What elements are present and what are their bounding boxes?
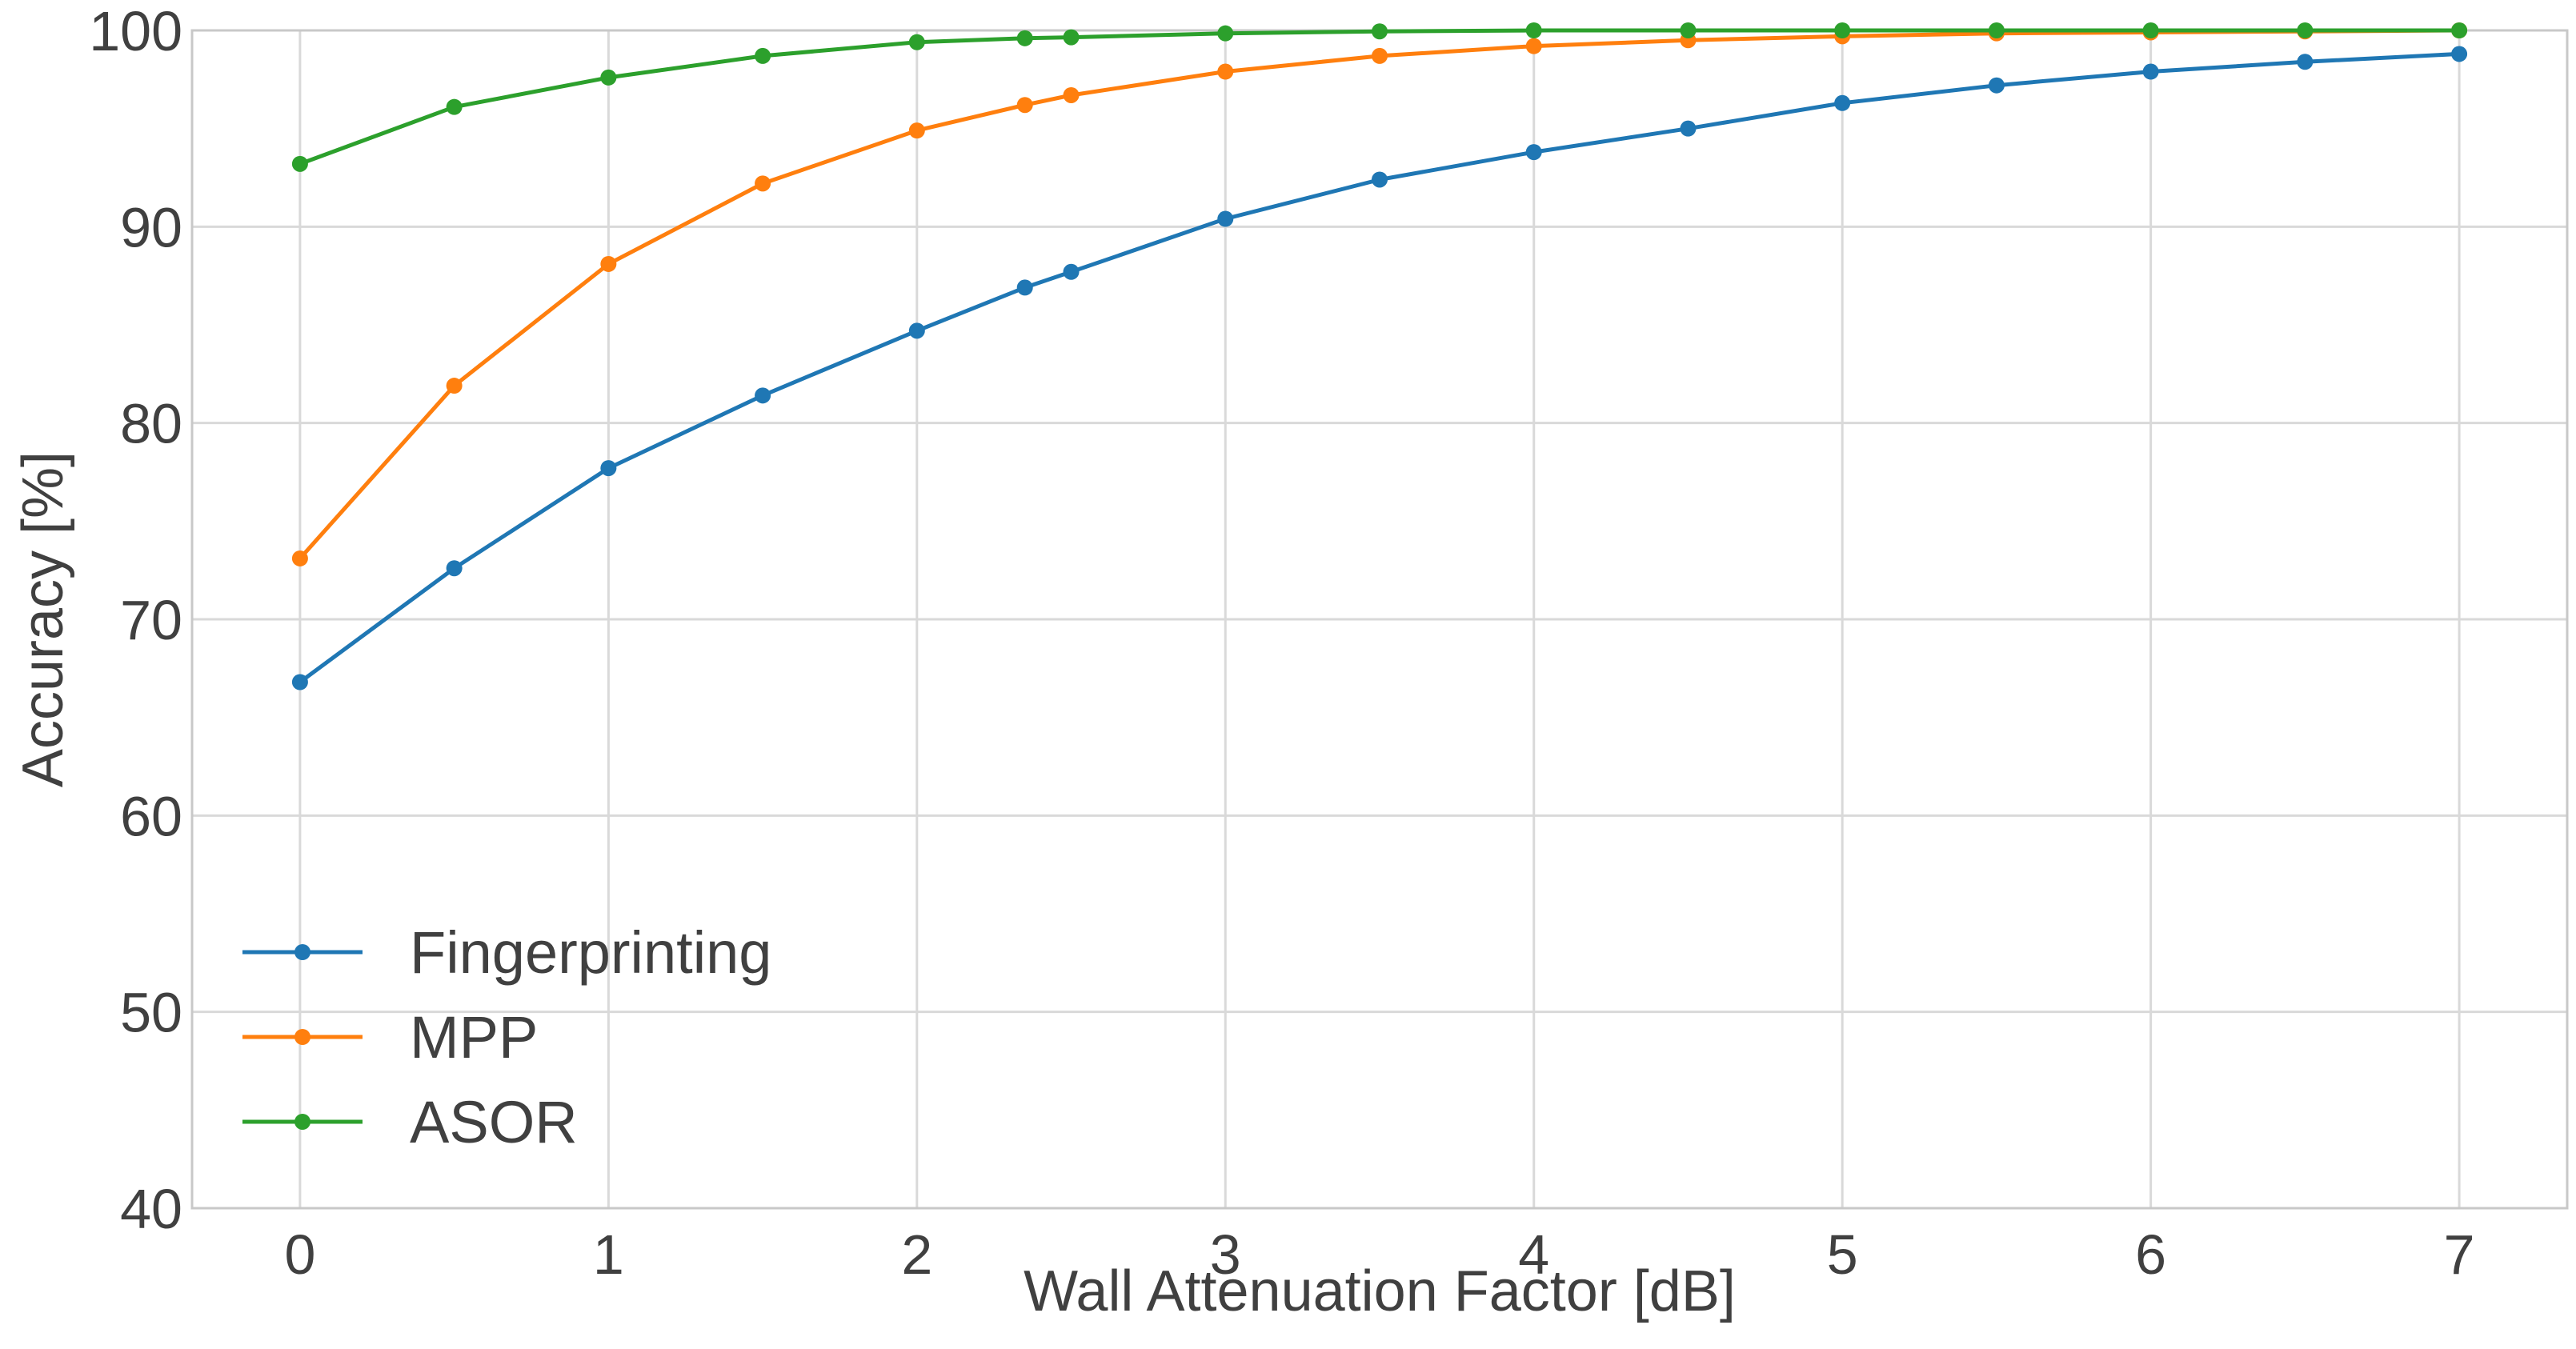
series-line-fingerprinting — [298, 51, 2462, 684]
y-tick-label: 50 — [120, 982, 182, 1044]
x-tick-label: 5 — [1827, 1223, 1858, 1286]
data-point-mpp — [1525, 38, 1542, 54]
data-point-fingerprinting — [2297, 54, 2314, 70]
x-tick-label: 7 — [2444, 1223, 2475, 1286]
x-tick-label: 0 — [284, 1223, 315, 1286]
legend-marker-mpp — [294, 1029, 310, 1045]
data-point-fingerprinting — [2451, 46, 2468, 62]
data-point-fingerprinting — [1372, 171, 1388, 188]
x-tick-label: 1 — [593, 1223, 624, 1286]
x-tick-label: 4 — [1518, 1223, 1549, 1286]
data-point-mpp — [446, 378, 463, 394]
data-point-mpp — [755, 175, 771, 192]
legend-label-mpp: MPP — [410, 1004, 538, 1071]
data-point-asor — [1525, 22, 1542, 38]
data-point-fingerprinting — [291, 674, 308, 691]
y-tick-label: 100 — [89, 0, 182, 62]
data-point-asor — [2297, 22, 2314, 38]
legend-marker-fingerprinting — [294, 944, 310, 960]
y-tick-label: 90 — [120, 196, 182, 258]
x-tick-label: 6 — [2135, 1223, 2166, 1286]
series-asor — [291, 22, 2468, 172]
data-point-fingerprinting — [1988, 77, 2005, 94]
data-point-asor — [1834, 22, 1851, 38]
x-axis-ticks: 0 1 2 3 4 5 6 7 — [284, 1223, 2474, 1286]
data-point-fingerprinting — [755, 387, 771, 404]
data-point-mpp — [600, 255, 617, 272]
data-point-fingerprinting — [1680, 120, 1697, 137]
data-point-asor — [1016, 30, 1033, 46]
y-tick-label: 40 — [120, 1178, 182, 1240]
data-point-asor — [1372, 23, 1388, 40]
data-point-asor — [2142, 22, 2159, 38]
data-point-asor — [1680, 22, 1697, 38]
data-point-mpp — [1063, 86, 1080, 103]
legend: Fingerprinting MPP ASOR — [242, 919, 771, 1155]
data-point-fingerprinting — [446, 560, 463, 577]
data-point-fingerprinting — [1525, 144, 1542, 161]
data-point-asor — [291, 155, 308, 172]
series-line-asor — [298, 28, 2462, 166]
data-point-fingerprinting — [600, 460, 617, 477]
data-point-asor — [908, 34, 925, 50]
data-point-fingerprinting — [1016, 279, 1033, 296]
data-point-asor — [2451, 22, 2468, 38]
data-point-asor — [1063, 29, 1080, 46]
data-point-mpp — [1372, 47, 1388, 64]
y-tick-label: 60 — [120, 785, 182, 847]
legend-item-mpp: MPP — [242, 1004, 538, 1071]
data-point-fingerprinting — [908, 322, 925, 339]
legend-marker-asor — [294, 1114, 310, 1130]
series-layer — [291, 22, 2468, 691]
x-tick-label: 2 — [901, 1223, 932, 1286]
data-point-mpp — [908, 122, 925, 139]
x-axis-title: Wall Attenuation Factor [dB] — [1024, 1259, 1736, 1323]
legend-item-asor: ASOR — [242, 1089, 578, 1155]
series-line-mpp — [298, 28, 2462, 561]
y-axis-title: Accuracy [%] — [11, 451, 75, 787]
y-tick-label: 80 — [120, 393, 182, 455]
x-tick-label: 3 — [1210, 1223, 1241, 1286]
data-point-mpp — [1217, 63, 1234, 80]
data-point-fingerprinting — [2142, 63, 2159, 80]
data-point-asor — [1217, 25, 1234, 42]
data-point-fingerprinting — [1834, 94, 1851, 111]
data-point-fingerprinting — [1063, 263, 1080, 280]
data-point-asor — [446, 98, 463, 115]
legend-item-fingerprinting: Fingerprinting — [242, 919, 771, 986]
data-point-asor — [755, 47, 771, 64]
data-point-mpp — [291, 550, 308, 566]
y-axis-ticks: 40 50 60 70 80 90 100 — [89, 0, 182, 1240]
legend-label-fingerprinting: Fingerprinting — [410, 919, 771, 986]
legend-label-asor: ASOR — [410, 1089, 578, 1155]
data-point-mpp — [1016, 97, 1033, 114]
series-fingerprinting — [291, 46, 2468, 691]
data-point-asor — [1988, 22, 2005, 38]
data-point-fingerprinting — [1217, 210, 1234, 227]
data-point-asor — [600, 69, 617, 86]
y-tick-label: 70 — [120, 589, 182, 651]
